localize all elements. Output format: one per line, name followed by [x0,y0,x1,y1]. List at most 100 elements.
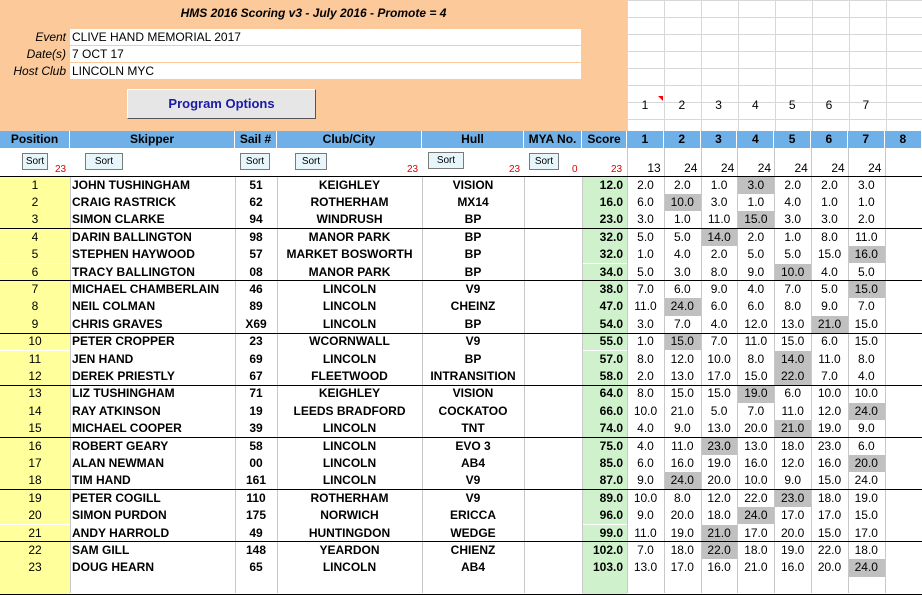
table-row[interactable]: 12 DEREK PRIESTLY 67 FLEETWOOD INTRANSITION 5… [0,367,922,386]
race-result-cell: 15.0 [847,280,885,299]
sail-cell: 89 [249,299,263,314]
table-row[interactable]: 13 LIZ TUSHINGHAM 71 KEIGHLEY VISION 64.0 8.0 1… [0,385,922,403]
table-row[interactable]: 18 TIM HAND 161 LINCOLN V9 87.0 9.0 24.0 20.0 10.… [0,472,922,490]
table-row[interactable]: 16 ROBERT GEARY 58 LINCOLN EVO 3 75.0 4.0 11.0 2… [0,437,922,455]
table-row-empty[interactable] [0,576,922,594]
skipper-cell: PETER CROPPER [72,334,175,349]
skipper-cell: SAM GILL [72,542,130,557]
skipper-cell: PETER COGILL [72,490,161,505]
table-row[interactable]: 8 NEIL COLMAN 89 LINCOLN CHEINZ 47.0 11.0 24.0 6… [0,298,922,316]
col-header-race-8[interactable]: 8 [884,131,922,148]
sail-cell: 08 [249,264,263,279]
table-row[interactable]: 14 RAY ATKINSON 19 LEEDS BRADFORD COCKATOO 66… [0,402,922,420]
col-header-score[interactable]: Score [582,131,627,148]
table-row[interactable]: 17 ALAN NEWMAN 00 LINCOLN AB4 85.0 6.0 16.0 19.0… [0,454,922,473]
group-separator [0,489,922,491]
race-result-cell: 11.0 [855,229,878,244]
race-count-6: 24 [831,161,845,175]
score-cell: 87.0 [582,472,627,490]
table-row[interactable]: 19 PETER COGILL 110 ROTHERHAM V9 89.0 10.0 8.0 1… [0,489,922,507]
position-cell: 10 [0,333,70,351]
race-result-cell: 17.0 [781,508,805,523]
col-header-race-4[interactable]: 4 [737,131,775,148]
score-cell [582,576,627,594]
col-header-race-5[interactable]: 5 [774,131,811,148]
sort-skipper-button[interactable]: Sort [85,153,123,170]
position-cell [0,576,70,594]
col-header-race-3[interactable]: 3 [700,131,738,148]
sort-position-button[interactable]: Sort [22,153,48,170]
race-result-cell: 11.0 [671,438,694,453]
table-row[interactable]: 9 CHRIS GRAVES X69 LINCOLN BP 54.0 3.0 7.0 4.0 12… [0,315,922,333]
race-result-cell: 20.0 [744,421,768,436]
score-cell: 55.0 [582,333,627,351]
mya-cell [524,264,582,281]
table-row[interactable]: 2 CRAIG RASTRICK 62 ROTHERHAM MX14 16.0 6.0 10.… [0,193,922,212]
col-header-race-7[interactable]: 7 [847,131,885,148]
table-row[interactable]: 22 SAM GILL 148 YEARDON CHIENZ 102.0 7.0 18.0 22… [0,541,922,560]
hull-cell: VISION [452,386,494,401]
table-row[interactable]: 7 MICHAEL CHAMBERLAIN 46 LINCOLN V9 38.0 7.0 6.… [0,280,922,299]
dates-field[interactable]: 7 OCT 17 [70,46,581,62]
col-header-position[interactable]: Position [0,131,70,148]
mya-cell [524,559,582,576]
race-result-cell: 9.0 [710,281,728,296]
col-header-skipper[interactable]: Skipper [70,131,235,148]
race-result-cell: 14.0 [774,350,812,368]
race-count-7: 24 [868,161,882,175]
race-result-cell: 2.0 [710,247,728,262]
col-header-race-6[interactable]: 6 [811,131,848,148]
col-header-mya[interactable]: MYA No. [524,131,582,148]
table-row[interactable]: 23 DOUG HEARN 65 LINCOLN AB4 103.0 13.0 17.0 16.… [0,559,922,577]
col-header-hull[interactable]: Hull [422,131,524,148]
hull-cell: BP [464,316,482,331]
hull-cell: V9 [465,281,481,296]
col-header-club[interactable]: Club/City [277,131,422,148]
race-result-cell: 16.0 [670,455,694,470]
race-result-cell: 24.0 [737,507,775,525]
race-result-cell: 13.0 [781,316,805,331]
sail-cell: 98 [249,229,263,244]
table-row[interactable]: 21 ANDY HARROLD 49 HUNTINGDON WEDGE 99.0 11.0 1… [0,524,922,542]
race-result-cell: 10.0 [744,473,768,488]
col-header-sail[interactable]: Sail # [235,131,277,148]
col-header-race-1[interactable]: 1 [627,131,664,148]
mya-cell [524,542,582,559]
skipper-cell: TRACY BALLINGTON [72,264,195,279]
race-result-cell: 15.0 [854,334,878,349]
score-cell: 102.0 [582,541,627,560]
col-header-race-2[interactable]: 2 [663,131,701,148]
table-row[interactable]: 5 STEPHEN HAYWOOD 57 MARKET BOSWORTH BP 32.0 1… [0,246,922,264]
race-result-cell: 19.0 [737,385,775,403]
table-row[interactable]: 6 TRACY BALLINGTON 08 MANOR PARK BP 34.0 5.0 3.… [0,263,922,281]
race-result-cell: 16.0 [847,246,885,264]
table-row[interactable]: 10 PETER CROPPER 23 WCORNWALL V9 55.0 1.0 15.0 7… [0,333,922,351]
sort-club-button[interactable]: Sort [295,153,327,170]
sort-sail-button[interactable]: Sort [240,153,270,170]
event-field[interactable]: CLIVE HAND MEMORIAL 2017 [70,29,581,45]
race-result-cell: 16.0 [781,560,805,575]
program-options-button[interactable]: Program Options [127,89,316,119]
table-row[interactable]: 3 SIMON CLARKE 94 WINDRUSH BP 23.0 3.0 1.0 11.0 1… [0,211,922,229]
sort-mya-button[interactable]: Sort [529,153,559,170]
race-count-1: 13 [647,161,661,175]
score-cell: 58.0 [582,367,627,386]
race-result-cell: 9.0 [747,264,765,279]
race-result-cell: 3.0 [821,212,838,227]
table-row[interactable]: 20 SIMON PURDON 175 NORWICH ERICCA 96.0 9.0 20.… [0,507,922,525]
race-count-5: 24 [794,161,808,175]
race-number-5: 5 [788,98,796,112]
host-club-field[interactable]: LINCOLN MYC [70,63,581,79]
race-result-cell: 2.0 [637,177,654,192]
race-result-cell: 1.0 [857,194,875,209]
race-result-cell: 6.0 [673,281,691,296]
column-gridline [700,148,702,593]
table-row[interactable]: 1 JOHN TUSHINGHAM 51 KEIGHLEY VISION 12.0 2.0 2… [0,176,922,194]
table-row[interactable]: 11 JEN HAND 69 LINCOLN BP 57.0 8.0 12.0 10.0 8.0 1… [0,350,922,368]
position-cell: 8 [0,298,70,316]
sort-hull-button[interactable]: Sort [428,152,464,169]
race-result-cell: 2.0 [747,229,765,244]
table-row[interactable]: 4 DARIN BALLINGTON 98 MANOR PARK BP 32.0 5.0 5.… [0,228,922,246]
position-cell: 7 [0,280,70,299]
table-row[interactable]: 15 MICHAEL COOPER 39 LINCOLN TNT 74.0 4.0 9.0 13… [0,420,922,438]
